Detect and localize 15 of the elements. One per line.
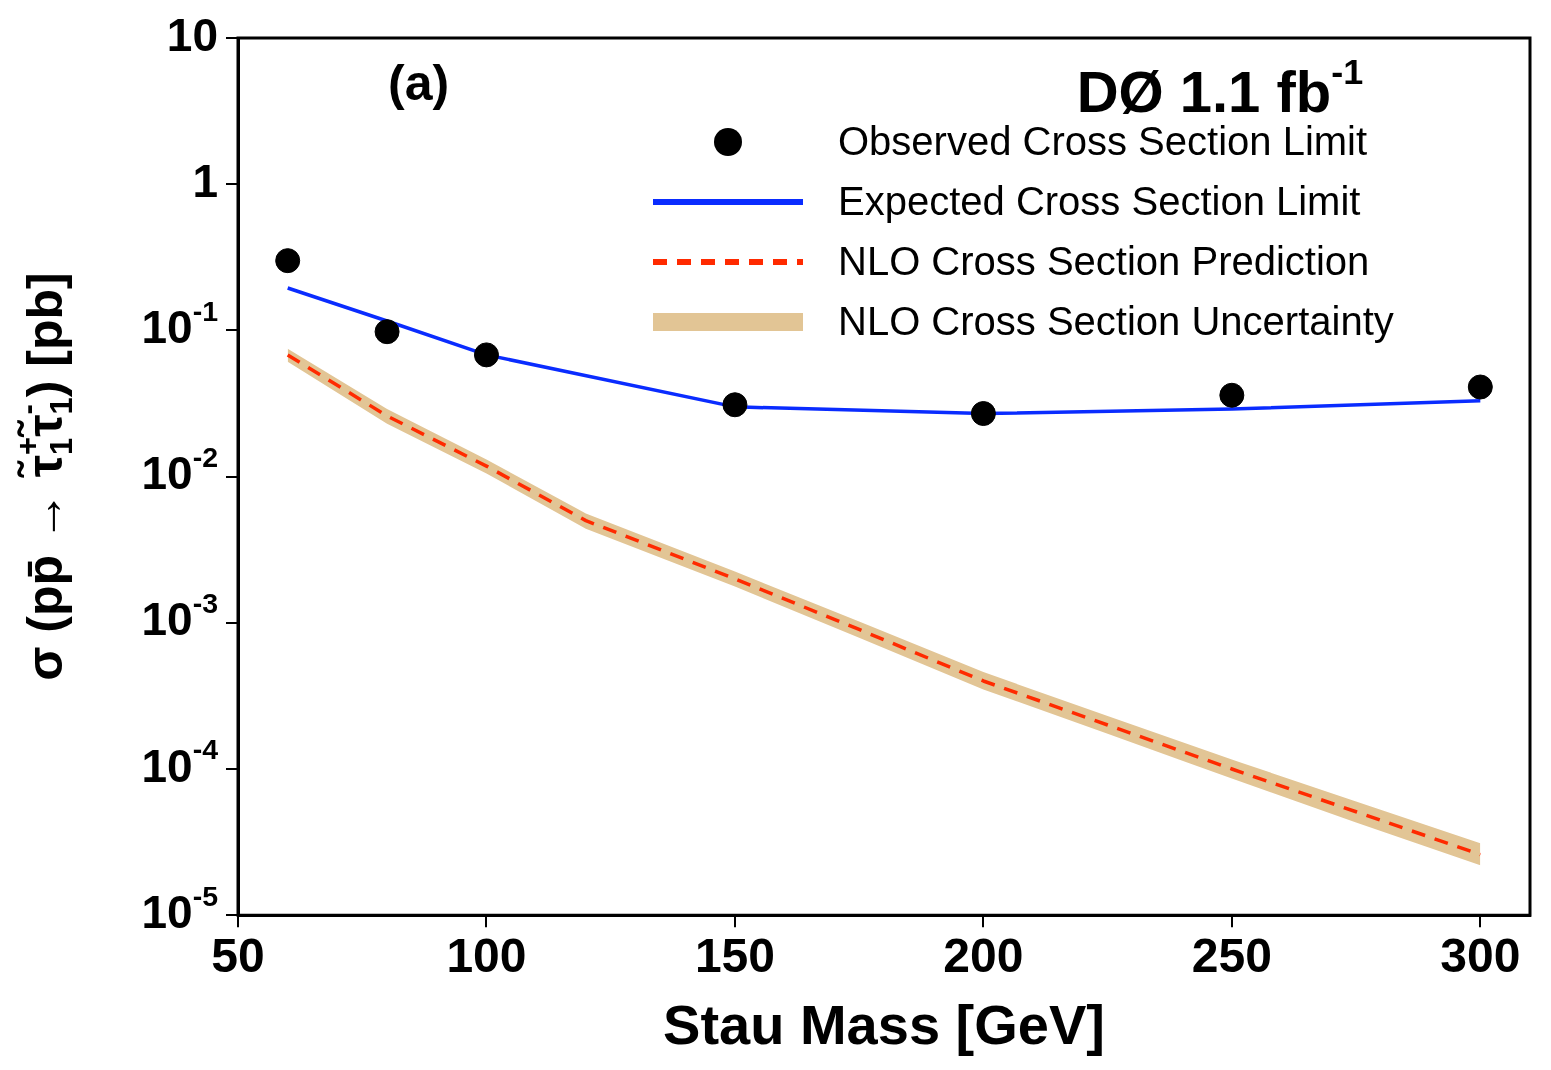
y-tick-label: 10 (166, 8, 219, 61)
annotation: (a) (388, 54, 450, 111)
legend-label: NLO Cross Section Prediction (838, 239, 1370, 284)
legend-label: Expected Cross Section Limit (838, 179, 1361, 224)
legend-label: NLO Cross Section Uncertainty (838, 299, 1394, 344)
x-tick-label: 300 (1440, 929, 1521, 983)
x-tick-label: 200 (943, 929, 1024, 983)
legend-label: Observed Cross Section Limit (838, 119, 1368, 164)
x-tick-label: 100 (446, 929, 527, 983)
y-axis-title: σ (pp̄ → τ̃+1τ̃-1) [pb] (9, 272, 79, 681)
x-tick-label: 50 (211, 929, 265, 983)
x-tick-label: 250 (1191, 929, 1272, 983)
x-tick-label: 150 (694, 929, 775, 983)
x-axis-title: Stau Mass [GeV] (663, 992, 1105, 1056)
y-tick-label: 1 (192, 154, 219, 207)
